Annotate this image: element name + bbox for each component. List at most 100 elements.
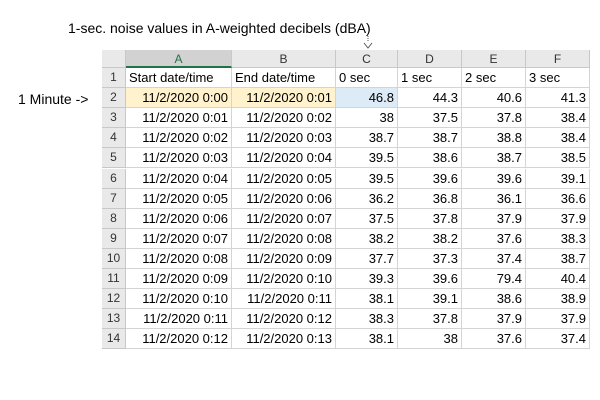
cell[interactable]: 44.3 (398, 88, 462, 109)
column-header[interactable]: B (232, 50, 336, 68)
cell[interactable]: 37.3 (398, 248, 462, 269)
header-cell[interactable]: Start date/time (126, 68, 232, 89)
row-header[interactable]: 3 (102, 108, 126, 129)
cell[interactable]: 37.5 (336, 208, 398, 229)
cell[interactable]: 38.7 (398, 128, 462, 149)
row-header[interactable]: 4 (102, 128, 126, 149)
cell[interactable]: 39.5 (336, 148, 398, 169)
cell[interactable]: 11/2/2020 0:03 (126, 148, 232, 169)
cell[interactable]: 37.4 (526, 329, 590, 350)
cell[interactable]: 11/2/2020 0:04 (232, 148, 336, 169)
column-header[interactable]: D (398, 50, 462, 68)
column-header[interactable]: A (126, 50, 232, 68)
cell[interactable]: 11/2/2020 0:10 (126, 289, 232, 310)
cell[interactable]: 11/2/2020 0:06 (232, 188, 336, 209)
cell[interactable]: 11/2/2020 0:11 (232, 289, 336, 310)
cell[interactable]: 11/2/2020 0:05 (232, 168, 336, 189)
cell[interactable]: 37.9 (462, 309, 526, 330)
cell[interactable]: 11/2/2020 0:13 (232, 329, 336, 350)
cell[interactable]: 11/2/2020 0:08 (126, 248, 232, 269)
row-header[interactable]: 10 (102, 248, 126, 269)
cell[interactable]: 11/2/2020 0:03 (232, 128, 336, 149)
cell[interactable]: 38.2 (336, 228, 398, 249)
cell[interactable]: 38.3 (526, 228, 590, 249)
cell[interactable]: 37.7 (336, 248, 398, 269)
cell[interactable]: 38.4 (526, 108, 590, 129)
cell[interactable]: 11/2/2020 0:02 (126, 128, 232, 149)
row-header[interactable]: 7 (102, 188, 126, 209)
cell[interactable]: 79.4 (462, 269, 526, 290)
cell[interactable]: 11/2/2020 0:11 (126, 309, 232, 330)
cell[interactable]: 38 (398, 329, 462, 350)
cell[interactable]: 11/2/2020 0:01 (232, 88, 336, 109)
header-cell[interactable]: 3 sec (526, 68, 590, 89)
cell[interactable]: 36.2 (336, 188, 398, 209)
cell[interactable]: 39.6 (462, 168, 526, 189)
cell[interactable]: 11/2/2020 0:02 (232, 108, 336, 129)
row-header[interactable]: 14 (102, 329, 126, 350)
cell[interactable]: 37.4 (462, 248, 526, 269)
cell[interactable]: 37.8 (398, 309, 462, 330)
cell[interactable]: 38.4 (526, 128, 590, 149)
cell[interactable]: 11/2/2020 0:07 (232, 208, 336, 229)
cell[interactable]: 39.1 (526, 168, 590, 189)
cell[interactable]: 11/2/2020 0:07 (126, 228, 232, 249)
cell[interactable]: 11/2/2020 0:01 (126, 108, 232, 129)
cell[interactable]: 11/2/2020 0:09 (232, 248, 336, 269)
column-header[interactable]: C (336, 50, 398, 68)
row-header[interactable]: 12 (102, 289, 126, 310)
corner[interactable] (102, 50, 126, 68)
header-cell[interactable]: 1 sec (398, 68, 462, 89)
cell[interactable]: 38.9 (526, 289, 590, 310)
cell[interactable]: 38.2 (398, 228, 462, 249)
cell[interactable]: 11/2/2020 0:12 (232, 309, 336, 330)
cell[interactable]: 36.6 (526, 188, 590, 209)
cell[interactable]: 38.5 (526, 148, 590, 169)
row-header[interactable]: 8 (102, 208, 126, 229)
cell[interactable]: 38.1 (336, 329, 398, 350)
cell[interactable]: 38 (336, 108, 398, 129)
cell[interactable]: 37.8 (398, 208, 462, 229)
column-header[interactable]: E (462, 50, 526, 68)
cell[interactable]: 38.8 (462, 128, 526, 149)
row-header[interactable]: 9 (102, 228, 126, 249)
cell[interactable]: 11/2/2020 0:10 (232, 269, 336, 290)
column-header[interactable]: F (526, 50, 590, 68)
row-header[interactable]: 5 (102, 148, 126, 169)
cell[interactable]: 37.8 (462, 108, 526, 129)
cell[interactable]: 11/2/2020 0:12 (126, 329, 232, 350)
cell[interactable]: 39.3 (336, 269, 398, 290)
cell[interactable]: 39.6 (398, 168, 462, 189)
cell[interactable]: 38.1 (336, 289, 398, 310)
cell[interactable]: 37.6 (462, 329, 526, 350)
header-cell[interactable]: 0 sec (336, 68, 398, 89)
cell[interactable]: 11/2/2020 0:04 (126, 168, 232, 189)
header-cell[interactable]: End date/time (232, 68, 336, 89)
cell[interactable]: 37.9 (526, 309, 590, 330)
cell[interactable]: 11/2/2020 0:00 (126, 88, 232, 109)
cell[interactable]: 39.5 (336, 168, 398, 189)
row-header[interactable]: 13 (102, 309, 126, 330)
cell[interactable]: 40.4 (526, 269, 590, 290)
cell[interactable]: 38.7 (336, 128, 398, 149)
cell[interactable]: 38.3 (336, 309, 398, 330)
cell[interactable]: 41.3 (526, 88, 590, 109)
header-cell[interactable]: 2 sec (462, 68, 526, 89)
row-header[interactable]: 11 (102, 269, 126, 290)
cell[interactable]: 37.5 (398, 108, 462, 129)
cell[interactable]: 11/2/2020 0:08 (232, 228, 336, 249)
cell[interactable]: 46.8 (336, 88, 398, 109)
cell[interactable]: 39.1 (398, 289, 462, 310)
row-header[interactable]: 6 (102, 168, 126, 189)
row-header[interactable]: 1 (102, 68, 126, 89)
cell[interactable]: 37.9 (462, 208, 526, 229)
cell[interactable]: 11/2/2020 0:09 (126, 269, 232, 290)
cell[interactable]: 36.1 (462, 188, 526, 209)
cell[interactable]: 40.6 (462, 88, 526, 109)
cell[interactable]: 11/2/2020 0:05 (126, 188, 232, 209)
row-header[interactable]: 2 (102, 88, 126, 109)
cell[interactable]: 11/2/2020 0:06 (126, 208, 232, 229)
cell[interactable]: 36.8 (398, 188, 462, 209)
cell[interactable]: 38.7 (526, 248, 590, 269)
cell[interactable]: 37.6 (462, 228, 526, 249)
